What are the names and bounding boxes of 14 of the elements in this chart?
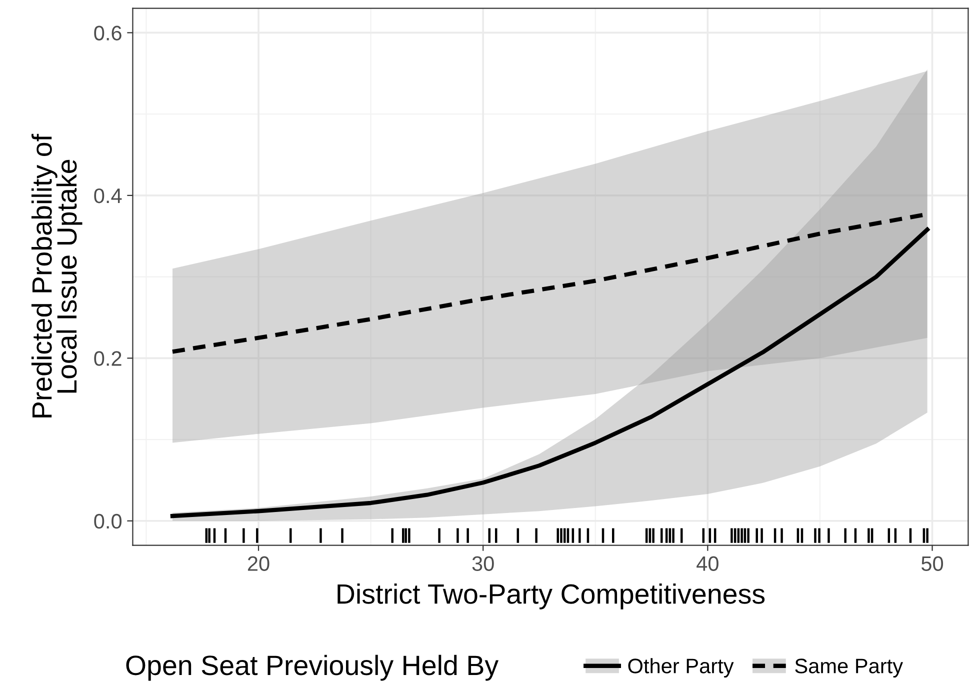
x-tick-label: 30 <box>472 556 494 572</box>
x-tick-label: 40 <box>696 556 718 572</box>
x-tick-label: 50 <box>922 556 944 572</box>
y-tick-label: 0.6 <box>94 26 122 40</box>
y-tick-label: 0.0 <box>94 514 122 529</box>
x-tick-label: 20 <box>248 556 270 572</box>
x-axis-title: District Two-Party Competitiveness <box>338 583 765 610</box>
line-series <box>170 228 930 518</box>
legend-label: Other Party <box>628 658 734 678</box>
legend-label: Same Party <box>795 658 903 678</box>
y-axis-title: Predicted Probability of Local Issue Uptake <box>31 134 82 418</box>
y-tick-label: 0.4 <box>94 188 122 204</box>
legend-title: Open Seat Previously Held By <box>126 654 499 681</box>
y-tick-label: 0.2 <box>94 351 122 366</box>
